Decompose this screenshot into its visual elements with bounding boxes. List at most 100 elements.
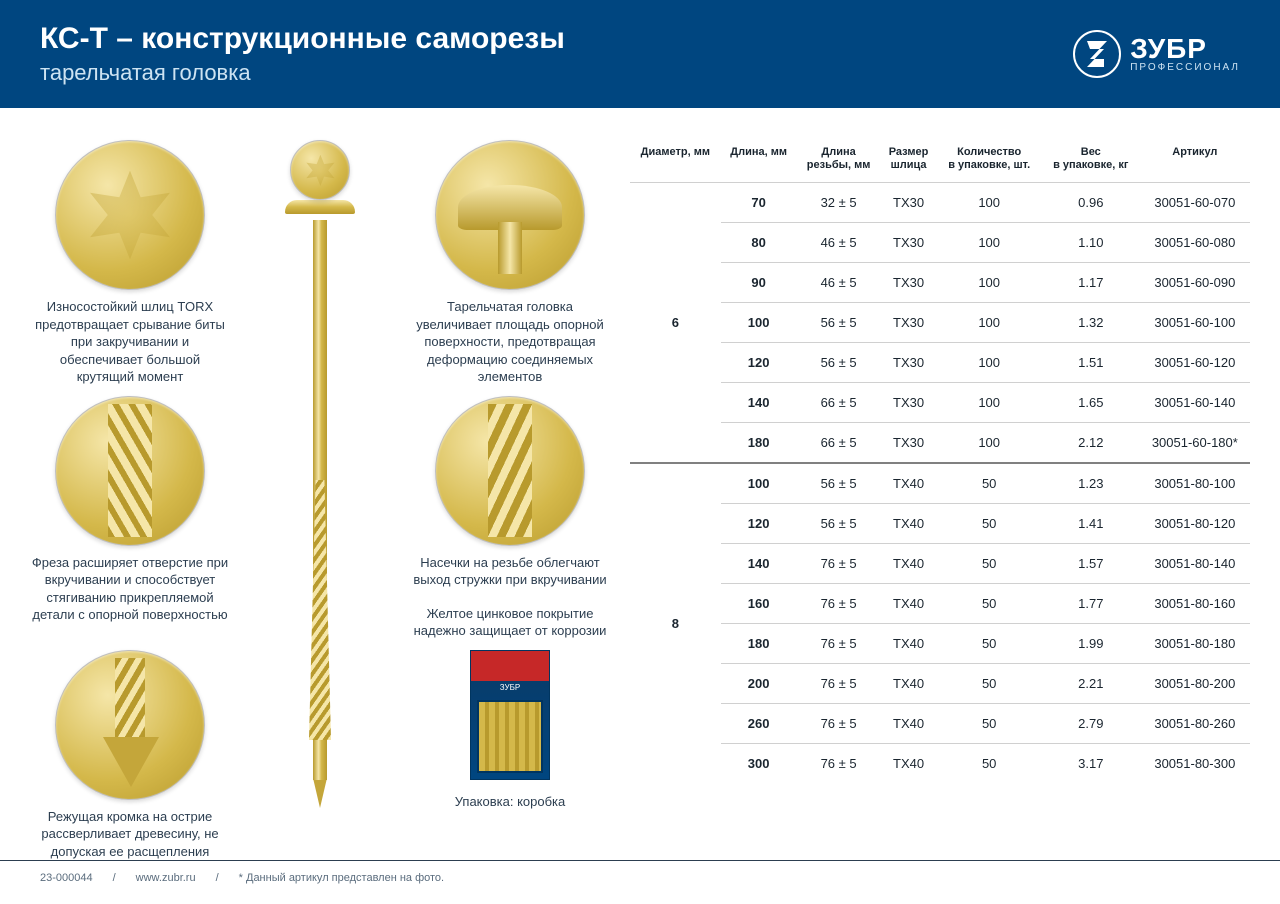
cell-qty: 100 [936,223,1041,263]
cell-thread: 56 ± 5 [797,463,881,504]
cell-length: 70 [721,183,797,223]
cell-weight: 2.79 [1042,704,1140,744]
cell-slot: TX40 [881,584,937,624]
cell-article: 30051-80-140 [1140,544,1250,584]
screw-tip-icon [313,778,327,808]
cell-article: 30051-80-300 [1140,744,1250,784]
cell-qty: 50 [936,664,1041,704]
logo: ЗУБР ПРОФЕССИОНАЛ [1072,29,1240,79]
cell-slot: TX40 [881,744,937,784]
torx-head-icon [55,140,205,290]
cell-article: 30051-60-090 [1140,263,1250,303]
cell-weight: 1.99 [1042,624,1140,664]
cell-slot: TX30 [881,423,937,464]
cell-thread: 76 ± 5 [797,544,881,584]
cell-qty: 50 [936,744,1041,784]
table-row: 9046 ± 5TX301001.1730051-60-090 [630,263,1250,303]
cell-slot: TX30 [881,263,937,303]
cell-article: 30051-60-100 [1140,303,1250,343]
table-row: 8046 ± 5TX301001.1030051-60-080 [630,223,1250,263]
table-row: 67032 ± 5TX301000.9630051-60-070 [630,183,1250,223]
table-row: 12056 ± 5TX301001.5130051-60-120 [630,343,1250,383]
cell-length: 180 [721,624,797,664]
cell-thread: 56 ± 5 [797,504,881,544]
cell-length: 100 [721,303,797,343]
cell-thread: 66 ± 5 [797,423,881,464]
footer-site: www.zubr.ru [136,872,196,884]
screw-head-icon [285,200,355,214]
cutting-tip-icon [55,650,205,800]
logo-sub: ПРОФЕССИОНАЛ [1130,63,1240,73]
feature-tip-text: Режущая кромка на острие рассверливает д… [30,808,230,861]
cell-qty: 50 [936,504,1041,544]
screw-top-icon [290,140,350,200]
cell-thread: 76 ± 5 [797,704,881,744]
cell-slot: TX40 [881,624,937,664]
cell-slot: TX30 [881,343,937,383]
footer-sep: / [216,872,219,884]
table-row: 18066 ± 5TX301002.1230051-60-180* [630,423,1250,464]
cell-thread: 66 ± 5 [797,383,881,423]
feature-mill-text: Фреза расширяет отверстие при вкручивани… [30,554,230,624]
cell-article: 30051-80-120 [1140,504,1250,544]
feature-package: ЗУБР Упаковка: коробка [410,650,610,861]
feature-head: Тарельчатая головка увеличивает площадь … [410,140,610,386]
cell-length: 80 [721,223,797,263]
feature-head-text: Тарельчатая головка увеличивает площадь … [410,298,610,386]
table-row: 20076 ± 5TX40502.2130051-80-200 [630,664,1250,704]
cell-length: 120 [721,343,797,383]
footer: 23-000044 / www.zubr.ru / * Данный артик… [0,860,1280,894]
th-thread-length: Длинарезьбы, мм [797,140,881,183]
table-row: 810056 ± 5TX40501.2330051-80-100 [630,463,1250,504]
cell-thread: 56 ± 5 [797,303,881,343]
cell-weight: 1.10 [1042,223,1140,263]
thread-notch-icon [435,396,585,546]
th-weight: Весв упаковке, кг [1042,140,1140,183]
cell-length: 260 [721,704,797,744]
cell-qty: 100 [936,343,1041,383]
cell-length: 180 [721,423,797,464]
cell-length: 160 [721,584,797,624]
screw-body-icon [313,220,327,780]
spec-table: Диаметр, мм Длина, мм Длинарезьбы, мм Ра… [630,140,1250,783]
cell-article: 30051-60-070 [1140,183,1250,223]
feature-notch-text: Насечки на резьбе облегчают выход стружк… [410,554,610,589]
cell-qty: 100 [936,183,1041,223]
cell-qty: 50 [936,544,1041,584]
feature-notch: Насечки на резьбе облегчают выход стружк… [410,396,610,640]
cell-slot: TX30 [881,183,937,223]
th-length: Длина, мм [721,140,797,183]
cell-article: 30051-80-260 [1140,704,1250,744]
pan-head-icon [435,140,585,290]
cell-slot: TX40 [881,544,937,584]
cell-diameter: 8 [630,463,721,783]
feature-panel: Износостойкий шлиц TORX предотвращает ср… [30,140,610,850]
cell-slot: TX40 [881,504,937,544]
cell-length: 120 [721,504,797,544]
content: Износостойкий шлиц TORX предотвращает ср… [0,120,1280,860]
cell-weight: 1.77 [1042,584,1140,624]
package-box-icon: ЗУБР [470,650,550,780]
cell-article: 30051-80-200 [1140,664,1250,704]
cell-slot: TX30 [881,303,937,343]
page-title: КС-Т – конструкционные саморезы [40,22,565,56]
header-left: КС-Т – конструкционные саморезы тарельча… [40,22,565,86]
table-row: 16076 ± 5TX40501.7730051-80-160 [630,584,1250,624]
package-caption: Упаковка: коробка [455,794,566,809]
cell-length: 100 [721,463,797,504]
cell-qty: 100 [936,303,1041,343]
cell-length: 140 [721,544,797,584]
cell-qty: 100 [936,383,1041,423]
cell-qty: 100 [936,423,1041,464]
cell-article: 30051-80-100 [1140,463,1250,504]
cell-thread: 76 ± 5 [797,584,881,624]
cell-weight: 0.96 [1042,183,1140,223]
th-qty: Количествов упаковке, шт. [936,140,1041,183]
cell-weight: 1.65 [1042,383,1140,423]
cell-slot: TX40 [881,463,937,504]
th-slot: Размершлица [881,140,937,183]
feature-coating-text: Желтое цинковое покрытие надежно защищае… [410,605,610,640]
cell-thread: 46 ± 5 [797,263,881,303]
cell-weight: 1.23 [1042,463,1140,504]
cell-slot: TX40 [881,704,937,744]
